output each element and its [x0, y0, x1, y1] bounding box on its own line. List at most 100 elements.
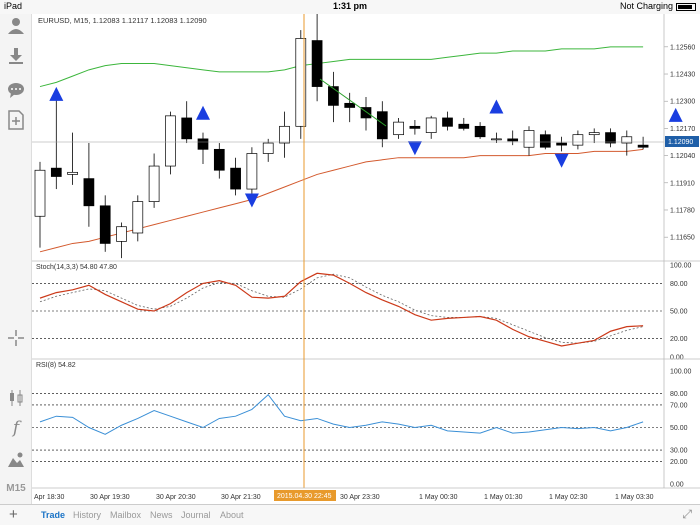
- candle-bearish: [637, 144, 649, 148]
- symbol-info: EURUSD, M15, 1.12083 1.12117 1.12083 1.1…: [38, 16, 207, 25]
- candle-bearish: [458, 123, 470, 129]
- stoch-level-label: 80.00: [670, 281, 688, 288]
- stoch-level-label: 20.00: [670, 336, 688, 343]
- rsi-title: RSI(8) 54.82: [36, 362, 76, 369]
- rsi-pane: 100.00 80.00 70.00 50.00 30.00 20.00 0.00: [32, 369, 692, 489]
- plus-icon[interactable]: +: [9, 506, 18, 523]
- candle-bullish: [262, 142, 274, 154]
- candle-bullish: [621, 136, 633, 144]
- battery-status: Not Charging: [620, 1, 696, 11]
- stoch-level-label: 100.00: [670, 263, 692, 270]
- buy-arrow-icon: [49, 86, 64, 101]
- buy-arrow-icon: [668, 107, 683, 122]
- candle-bullish: [148, 165, 160, 202]
- tab-journal[interactable]: Journal: [181, 510, 211, 520]
- candle-bullish: [425, 117, 437, 133]
- price-label: 1.12300: [670, 99, 695, 106]
- status-bar: iPad 1:31 pm Not Charging: [0, 0, 700, 14]
- current-price-box: [665, 136, 699, 147]
- candle-bearish: [83, 178, 95, 207]
- current-price-label: 1.12090: [668, 139, 693, 146]
- tab-mailbox[interactable]: Mailbox: [110, 510, 142, 520]
- time-label: 1 May 03:30: [615, 494, 654, 501]
- stoch-signal-line: [39, 273, 644, 344]
- objects-icon[interactable]: [4, 448, 28, 472]
- rsi-level-label: 70.00: [670, 402, 688, 409]
- candle-bearish: [213, 148, 225, 171]
- candlestick-icon[interactable]: [4, 386, 28, 410]
- sell-arrow-icon: [407, 141, 422, 156]
- tab-news[interactable]: News: [150, 510, 173, 520]
- price-label: 1.12170: [670, 126, 695, 133]
- price-label: 1.11780: [670, 207, 695, 214]
- candle-bearish: [50, 167, 62, 177]
- chart-area[interactable]: 1.12560 1.12430 1.12300 1.12170 1.12040 1.119…: [32, 14, 700, 504]
- candle-bearish: [539, 134, 551, 148]
- time-label: 30 Apr 19:30: [90, 494, 130, 501]
- candle-bullish: [279, 125, 290, 144]
- stochastic-pane: 100.00 80.00 50.00 20.00 0.00: [32, 263, 692, 362]
- crosshair-icon[interactable]: [4, 326, 28, 350]
- rsi-level-label: 50.00: [670, 425, 688, 432]
- candle-bearish: [181, 117, 193, 140]
- candle-bearish: [311, 40, 323, 87]
- left-toolbar: f M15: [0, 14, 32, 504]
- time-label: 1 May 02:30: [549, 494, 588, 501]
- buy-arrow-icon: [489, 99, 504, 114]
- candle-bearish: [507, 138, 519, 142]
- chat-icon[interactable]: [4, 78, 28, 102]
- rsi-level-label: 20.00: [670, 459, 688, 466]
- candle-bullish: [246, 153, 258, 190]
- candle-bullish: [572, 134, 584, 146]
- sell-arrow-icon: [554, 153, 569, 168]
- candle-bullish: [34, 169, 46, 217]
- stoch-title: Stoch(14,3,3) 54.80 47.80: [36, 264, 117, 271]
- clock: 1:31 pm: [332, 1, 367, 11]
- indicators-icon[interactable]: f: [12, 418, 20, 438]
- signal-arrows: [49, 86, 683, 208]
- candle-bearish: [230, 167, 241, 190]
- time-label: Apr 18:30: [34, 494, 64, 501]
- price-axis: 1.12560 1.12430 1.12300 1.12170 1.12040 1.119…: [664, 44, 695, 242]
- new-order-icon[interactable]: [4, 108, 28, 132]
- tab-history[interactable]: History: [73, 510, 102, 520]
- candle-bullish: [116, 226, 127, 242]
- trend-line: [319, 78, 387, 127]
- tab-bar: + Trade History Mailbox News Journal Abo…: [0, 504, 700, 525]
- candle-bullish: [67, 171, 78, 175]
- candle-bearish: [376, 111, 388, 140]
- time-label: 30 Apr 20:30: [156, 494, 196, 501]
- candle-bearish: [360, 107, 372, 119]
- crosshair-time-box: [274, 490, 336, 501]
- candle-bearish: [197, 138, 209, 150]
- stoch-level-label: 0.00: [670, 355, 684, 362]
- candle-bullish: [393, 121, 404, 136]
- timeframe-button[interactable]: M15: [6, 482, 26, 494]
- price-label: 1.11910: [670, 180, 695, 187]
- price-label: 1.12430: [670, 72, 695, 79]
- candle-bullish: [295, 38, 307, 127]
- candle-bullish: [588, 132, 600, 136]
- rsi-level-label: 100.00: [670, 369, 692, 376]
- candle-bearish: [99, 205, 111, 244]
- candle-bullish: [523, 130, 535, 148]
- candle-bearish: [605, 132, 616, 144]
- price-label: 1.11650: [670, 235, 695, 242]
- candle-bearish: [409, 125, 421, 129]
- price-label: 1.12560: [670, 44, 695, 51]
- time-label: 30 Apr 23:30: [340, 494, 380, 501]
- stoch-main-line: [39, 272, 644, 347]
- download-icon[interactable]: [4, 44, 28, 68]
- time-axis: Apr 18:30 30 Apr 19:30 30 Apr 20:30 30 Apr …: [34, 494, 654, 501]
- price-grid: [32, 14, 664, 488]
- time-label: 1 May 01:30: [484, 494, 523, 501]
- tab-about[interactable]: About: [220, 510, 244, 520]
- battery-icon: [676, 2, 696, 11]
- candle-bearish: [328, 86, 339, 106]
- tab-trade[interactable]: Trade: [41, 510, 66, 520]
- rsi-level-label: 30.00: [670, 448, 688, 455]
- buy-arrow-icon: [196, 105, 210, 120]
- expand-icon[interactable]: ⤢: [682, 507, 692, 521]
- user-icon[interactable]: [4, 14, 28, 38]
- rsi-level-label: 80.00: [670, 391, 688, 398]
